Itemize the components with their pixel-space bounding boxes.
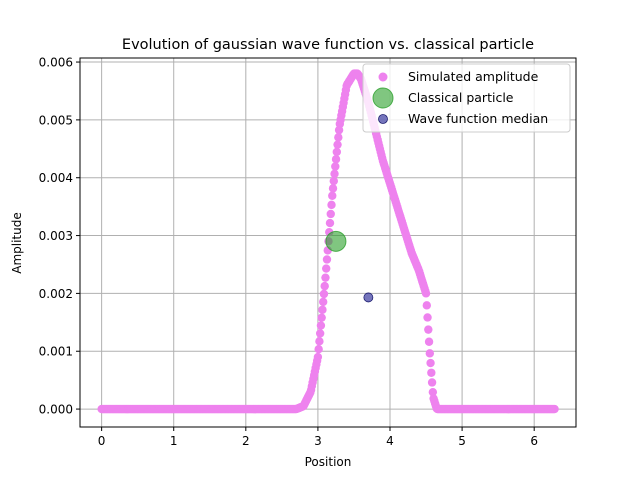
x-tick-label: 0 bbox=[98, 434, 106, 448]
amplitude-point bbox=[322, 264, 331, 273]
chart-title: Evolution of gaussian wave function vs. … bbox=[122, 37, 534, 53]
y-tick-label: 0.004 bbox=[39, 171, 73, 185]
amplitude-point bbox=[331, 162, 340, 171]
x-tick-label: 6 bbox=[530, 434, 538, 448]
amplitude-point bbox=[425, 349, 435, 358]
legend-marker-wave-function-median bbox=[378, 114, 388, 124]
x-tick-label: 2 bbox=[242, 434, 250, 448]
amplitude-point bbox=[427, 378, 437, 387]
amplitude-point bbox=[334, 133, 343, 142]
x-axis-title: Position bbox=[305, 455, 352, 469]
legend-label-simulated-amplitude: Simulated amplitude bbox=[408, 69, 539, 84]
amplitude-point bbox=[314, 345, 323, 354]
amplitude-point bbox=[318, 297, 328, 307]
amplitude-point bbox=[422, 301, 431, 310]
amplitude-point bbox=[313, 352, 323, 362]
legend-marker-simulated-amplitude bbox=[378, 72, 388, 82]
legend-marker-classical-particle bbox=[372, 87, 394, 109]
legend: Simulated amplitude Classical particle W… bbox=[362, 63, 571, 133]
amplitude-point bbox=[322, 255, 332, 264]
amplitude-point bbox=[334, 125, 344, 135]
amplitude-point bbox=[421, 289, 431, 298]
legend-label-classical-particle: Classical particle bbox=[408, 90, 514, 105]
amplitude-point bbox=[424, 325, 433, 334]
amplitude-point bbox=[424, 337, 434, 346]
amplitude-point bbox=[326, 209, 335, 219]
classical-particle-point bbox=[325, 230, 347, 252]
wave-function-median-point bbox=[363, 292, 374, 303]
y-tick-label: 0.005 bbox=[39, 113, 73, 127]
series-layer bbox=[97, 69, 559, 414]
y-axis-ticks: 0.000 0.001 0.002 0.003 0.004 0.005 0.006 bbox=[39, 56, 80, 417]
amplitude-point bbox=[321, 273, 330, 282]
amplitude-point bbox=[325, 218, 335, 228]
y-tick-label: 0.003 bbox=[39, 229, 73, 243]
amplitude-point bbox=[331, 155, 341, 164]
y-axis-title: Amplitude bbox=[10, 212, 24, 274]
series-simulated-amplitude bbox=[97, 69, 559, 414]
y-tick-label: 0.001 bbox=[39, 345, 73, 359]
x-axis-ticks: 0 1 2 3 4 5 6 bbox=[98, 427, 538, 448]
amplitude-point bbox=[319, 289, 329, 299]
amplitude-point bbox=[328, 184, 338, 193]
x-tick-label: 3 bbox=[314, 434, 322, 448]
x-tick-label: 4 bbox=[386, 434, 394, 448]
legend-box bbox=[362, 63, 571, 133]
amplitude-point bbox=[427, 368, 436, 377]
amplitude-point bbox=[320, 281, 329, 291]
amplitude-point bbox=[318, 305, 327, 314]
amplitude-point bbox=[315, 329, 325, 338]
amplitude-point bbox=[329, 176, 338, 186]
axes-frame bbox=[79, 57, 577, 428]
x-tick-label: 1 bbox=[170, 434, 178, 448]
x-tick-label: 5 bbox=[458, 434, 466, 448]
amplitude-point bbox=[316, 321, 326, 330]
amplitude-point bbox=[423, 313, 432, 322]
amplitude-point bbox=[426, 358, 435, 368]
amplitude-point bbox=[428, 387, 438, 397]
y-tick-label: 0.000 bbox=[39, 403, 73, 417]
legend-label-wave-function-median: Wave function median bbox=[408, 111, 548, 126]
y-tick-label: 0.006 bbox=[39, 56, 73, 70]
amplitude-point bbox=[327, 200, 336, 210]
amplitude-point bbox=[328, 191, 337, 200]
amplitude-point bbox=[330, 169, 339, 178]
amplitude-point bbox=[333, 140, 342, 149]
y-tick-label: 0.002 bbox=[39, 287, 73, 301]
amplitude-point bbox=[550, 404, 559, 414]
amplitude-point bbox=[317, 313, 326, 322]
amplitude-point bbox=[315, 337, 324, 346]
amplitude-point bbox=[332, 147, 342, 157]
